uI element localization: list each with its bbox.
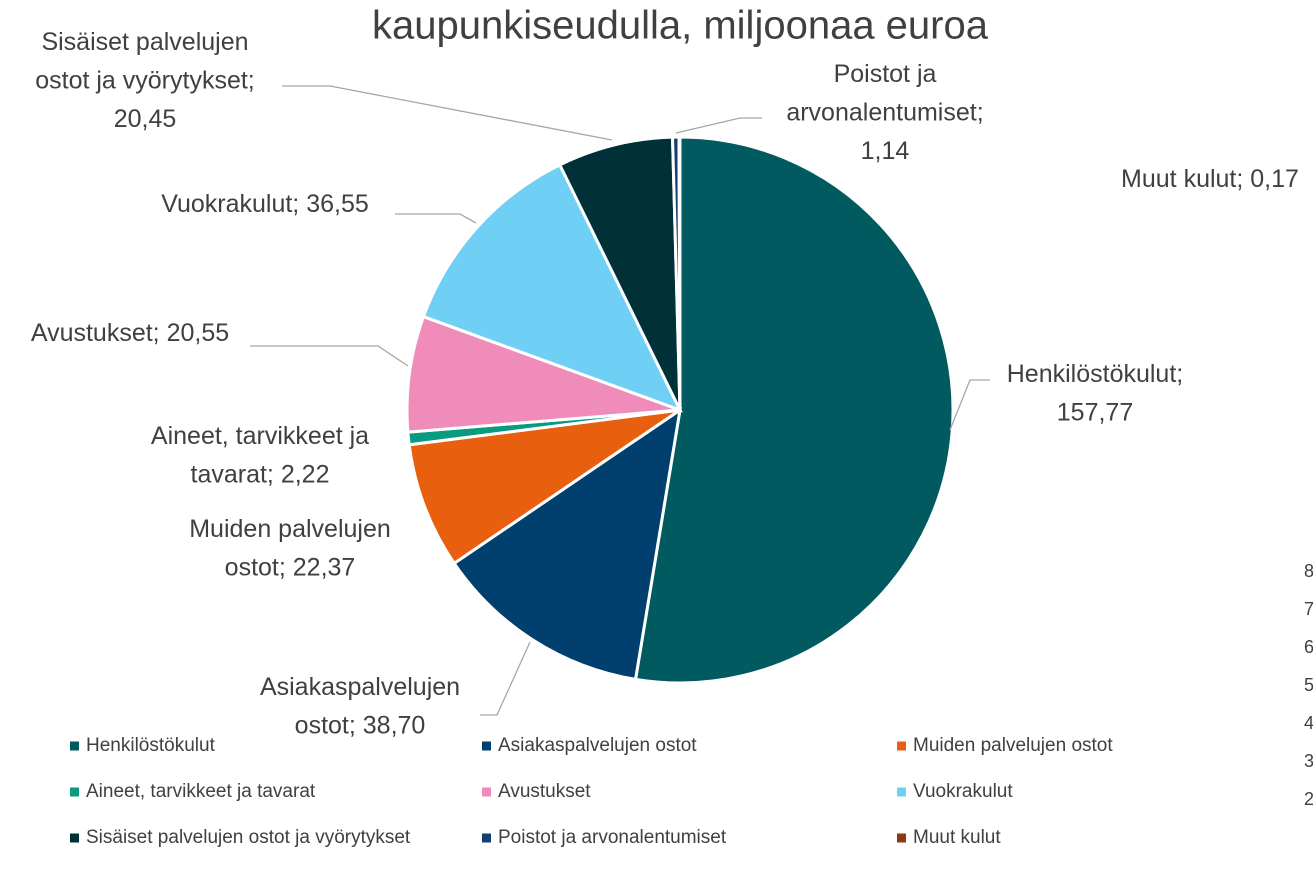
pie-slice (557, 135, 682, 411)
cropped-tick-label: 4 (1304, 713, 1313, 733)
legend-label: Avustukset (498, 781, 591, 802)
leader-line (675, 117, 762, 134)
pie-slice (407, 408, 681, 566)
legend-swatch (482, 833, 491, 843)
legend-label: Poistot ja arvonalentumiset (498, 827, 727, 848)
legend-label: Muut kulut (913, 827, 1001, 848)
legend-label: Henkilöstökulut (86, 735, 216, 756)
pie-slice (633, 135, 955, 685)
chart-title: kaupunkiseudulla, miljoonaa euroa (372, 4, 989, 48)
leader-line (480, 641, 531, 716)
legend-swatch (482, 787, 491, 797)
legend-label: Vuokrakulut (913, 781, 1013, 802)
cropped-tick-label: 6 (1304, 637, 1313, 657)
data-label: Poistot ja arvonalentumiset; 1,14 (786, 60, 983, 165)
legend-swatch (482, 741, 491, 751)
leader-line (949, 379, 990, 431)
legend-swatch (70, 833, 79, 843)
data-label: Asiakaspalvelujen ostot; 38,70 (260, 673, 460, 740)
pie-slice (452, 406, 683, 682)
cropped-tick-label: 3 (1304, 751, 1313, 771)
data-label: Henkilöstökulut; 157,77 (1007, 360, 1183, 427)
leader-line (282, 85, 613, 141)
legend-swatch (897, 787, 906, 797)
legend-label: Asiakaspalvelujen ostot (498, 735, 697, 756)
legend-swatch (70, 787, 79, 797)
cropped-tick-label: 8 (1304, 561, 1313, 581)
data-label: Vuokrakulut; 36,55 (161, 190, 369, 218)
leader-line (395, 213, 477, 224)
legend-label: Sisäiset palvelujen ostot ja vyörytykset (86, 827, 411, 848)
data-label: Muiden palvelujen ostot; 22,37 (189, 515, 391, 582)
data-label: Aineet, tarvikkeet ja tavarat; 2,22 (151, 422, 369, 489)
legend-swatch (70, 741, 79, 751)
legend-label: Aineet, tarvikkeet ja tavarat (86, 781, 316, 802)
cropped-tick-label: 7 (1304, 599, 1313, 619)
legend-swatch (897, 833, 906, 843)
cropped-tick-label: 5 (1304, 675, 1313, 695)
pie-slice (421, 162, 683, 413)
leader-line (250, 345, 409, 367)
legend-swatch (897, 741, 906, 751)
legend-label: Muiden palvelujen ostot (913, 735, 1113, 756)
pie-slice (405, 314, 681, 434)
data-label: Muut kulut; 0,17 (1121, 165, 1299, 193)
pie-slice (677, 135, 682, 411)
data-label: Sisäiset palvelujen ostot ja vyörytykset;… (35, 28, 255, 133)
data-label: Avustukset; 20,55 (31, 319, 229, 347)
cropped-tick-label: 2 (1304, 789, 1313, 809)
